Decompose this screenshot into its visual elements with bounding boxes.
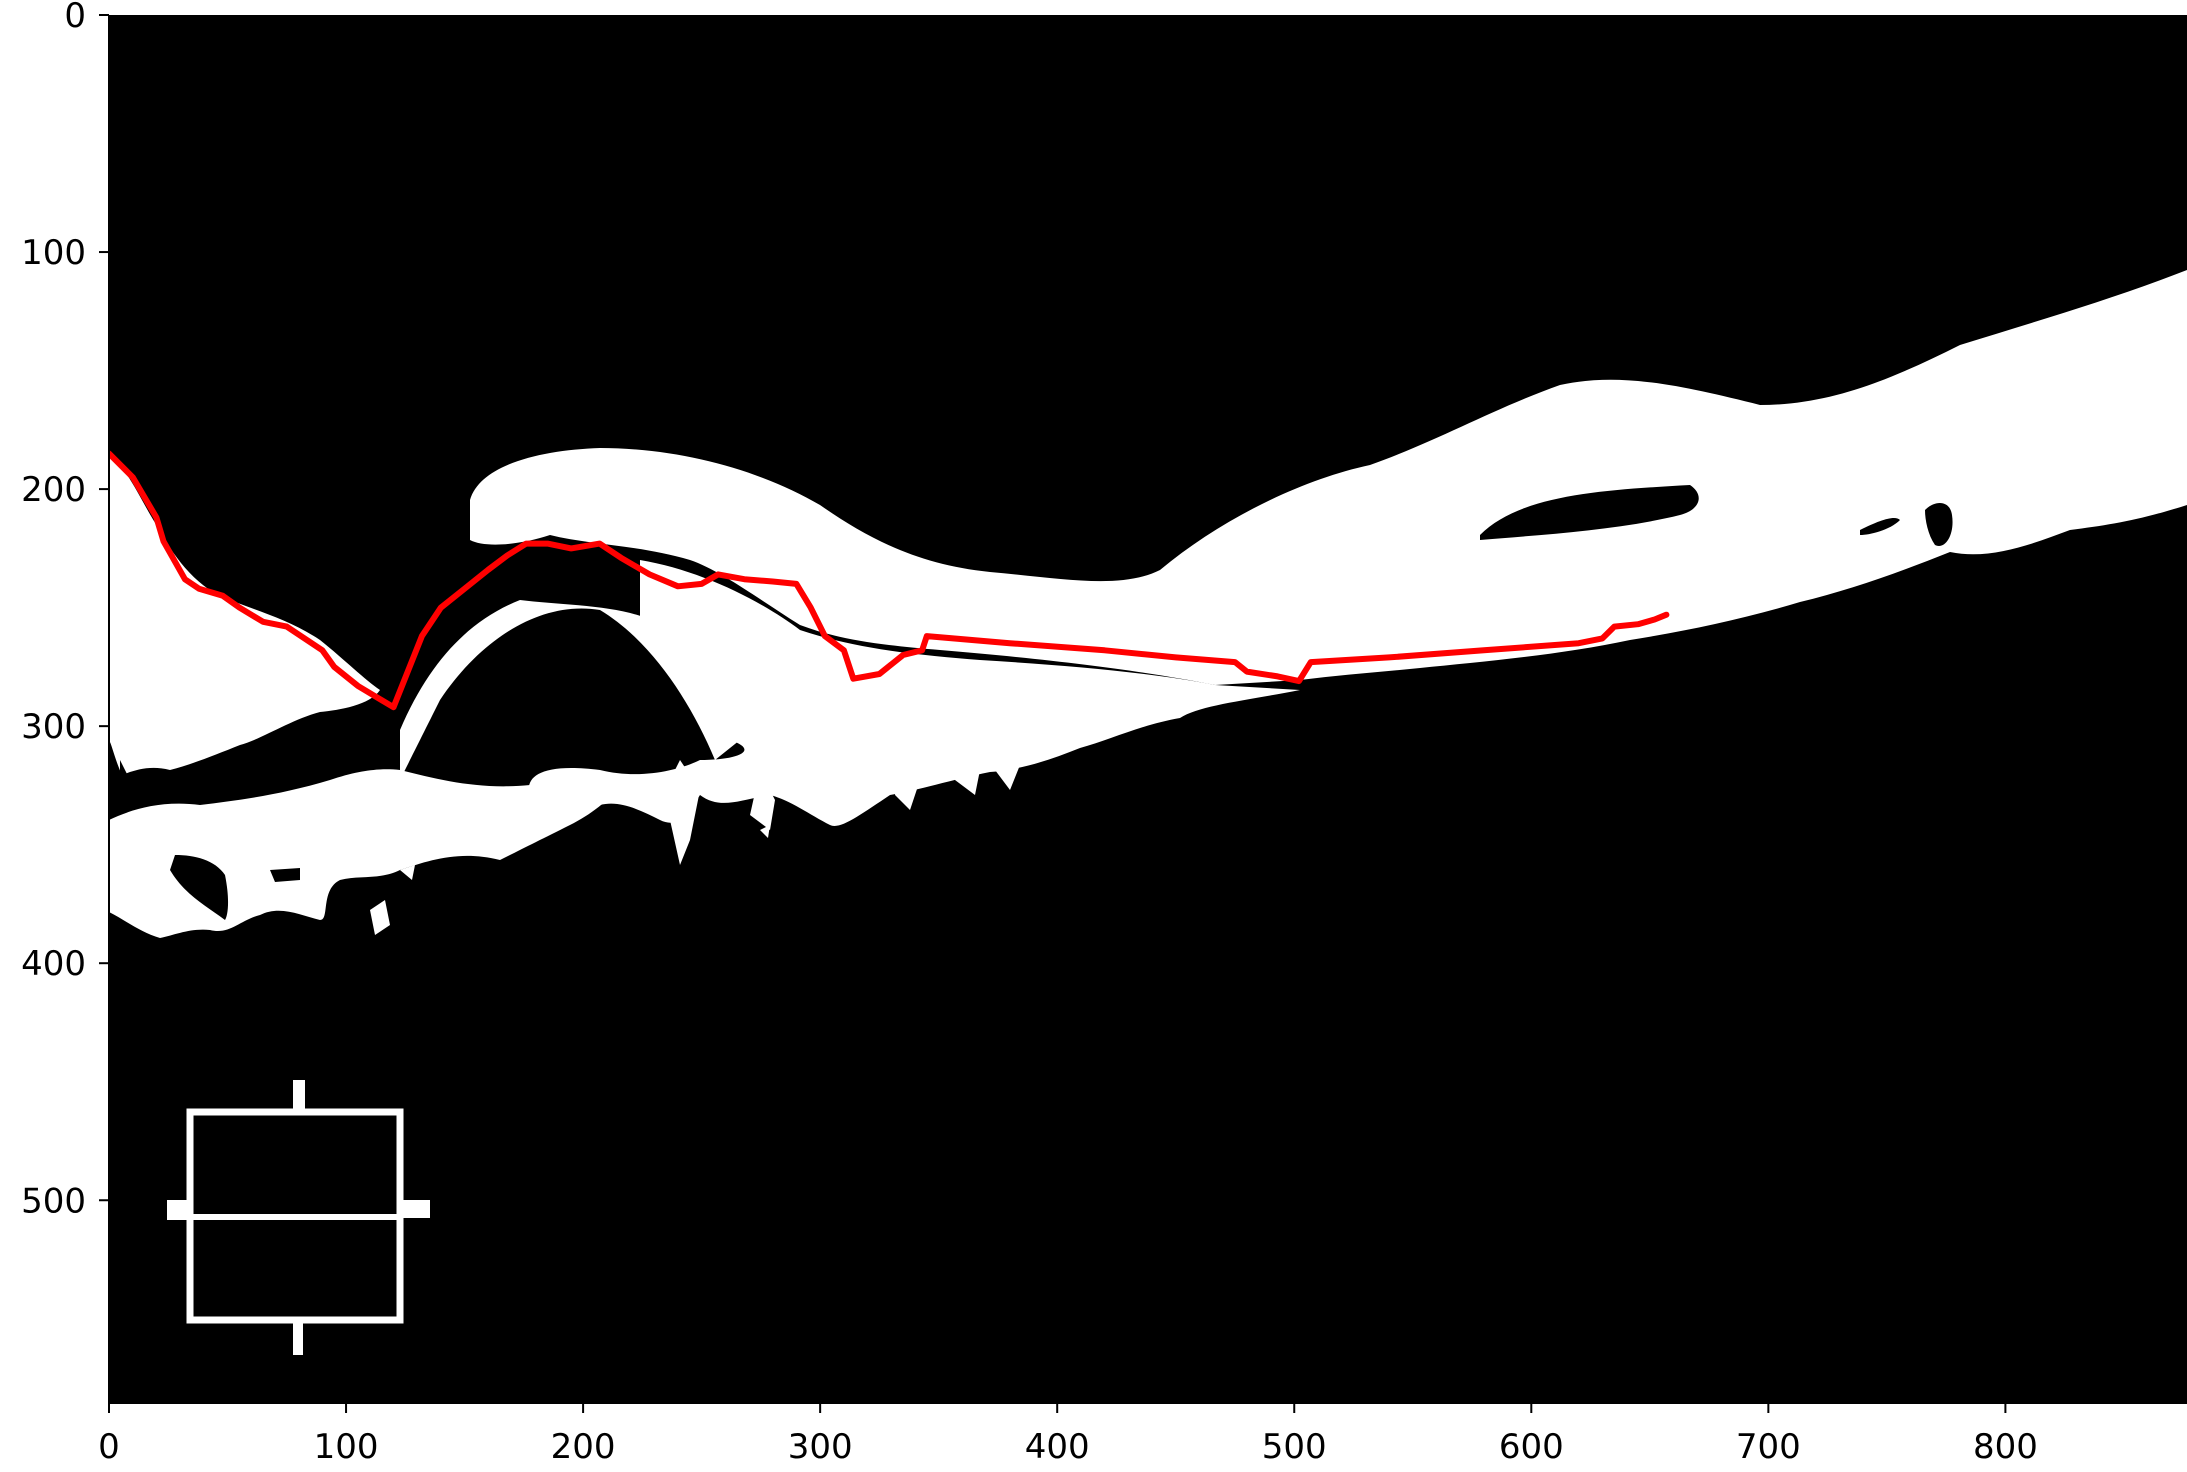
mask-holes: [120, 485, 1953, 920]
red-contour-line: [109, 450, 1670, 711]
x-tick-label: 100: [314, 1427, 379, 1467]
x-tick-label: 300: [788, 1427, 853, 1467]
mask-hole-4: [170, 855, 229, 920]
x-tick-label: 400: [1025, 1427, 1090, 1467]
mask-hole-6: [120, 760, 130, 790]
x-tick-label: 500: [1262, 1427, 1327, 1467]
y-tick-label: 0: [64, 0, 86, 36]
mask-river-band: [470, 270, 2187, 685]
segmentation-mask: [109, 270, 2187, 1355]
x-tick-label: 800: [1973, 1427, 2038, 1467]
x-tick-label: 0: [98, 1427, 120, 1467]
y-tick-label: 400: [21, 944, 86, 984]
mask-hole-2: [1860, 518, 1900, 535]
x-tick-label: 700: [1736, 1427, 1801, 1467]
plot-area: [109, 15, 2187, 1403]
x-axis-ticks: 0 100 200 300 400 500 600 700 800: [98, 1403, 2038, 1467]
mask-inset-frame: [167, 1080, 430, 1355]
mask-drips: [660, 740, 1020, 865]
mask-hole-5: [270, 868, 300, 882]
mask-left-area: [109, 455, 380, 775]
mask-lower-spread: [528, 560, 1300, 826]
x-tick-label: 200: [551, 1427, 616, 1467]
x-tick-label: 600: [1499, 1427, 1564, 1467]
y-axis-ticks: 0 100 200 300 400 500: [21, 0, 109, 1221]
mask-lower-left: [109, 769, 620, 938]
mask-hole-1: [1480, 485, 1699, 540]
y-tick-label: 100: [21, 233, 86, 273]
mask-arch: [400, 600, 740, 780]
y-tick-label: 500: [21, 1181, 86, 1221]
mask-hole-3: [1925, 503, 1953, 546]
y-tick-label: 300: [21, 707, 86, 747]
y-tick-label: 200: [21, 470, 86, 510]
